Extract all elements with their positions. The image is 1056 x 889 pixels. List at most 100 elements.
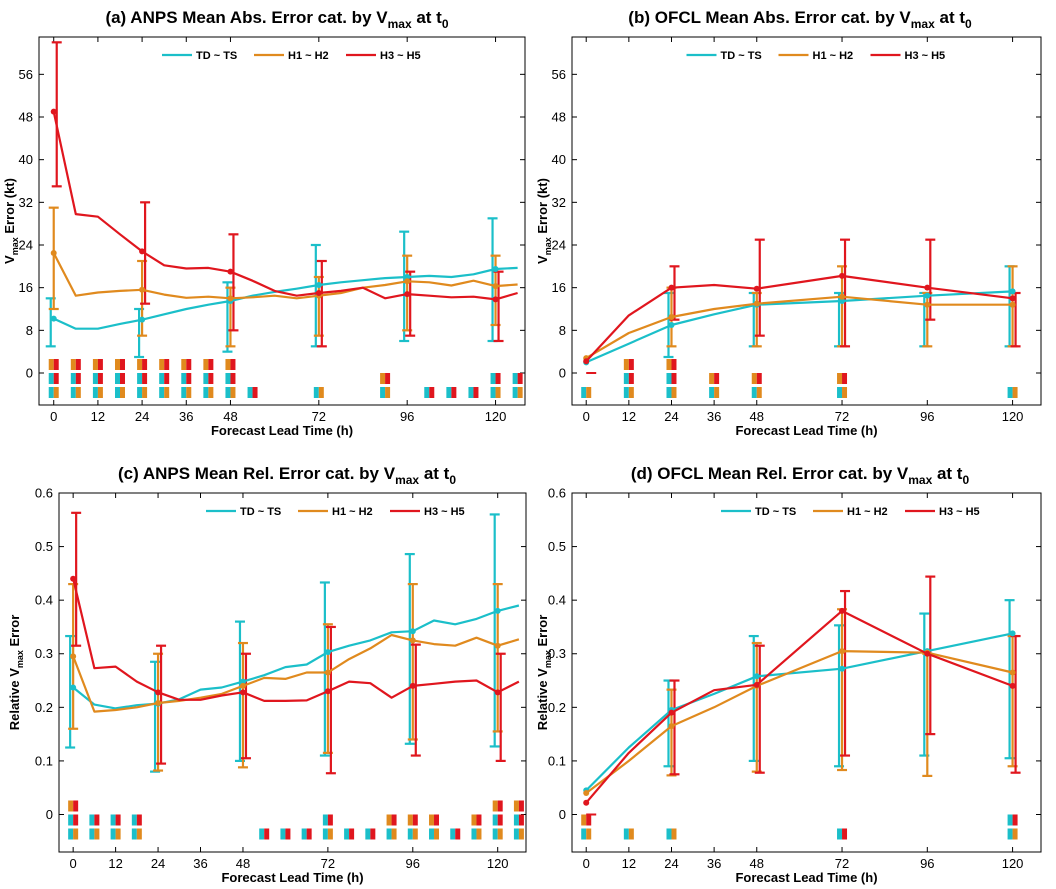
significance-square (842, 387, 848, 398)
significance-square (48, 387, 54, 398)
significance-square (671, 387, 677, 398)
x-tick-label: 36 (707, 856, 721, 871)
series-line (52, 111, 518, 301)
y-tick-label: 0 (46, 807, 53, 822)
data-point (492, 266, 499, 272)
significance-square (280, 828, 286, 840)
legend-label: H3 ~ H5 (380, 50, 421, 62)
significance-square (517, 387, 523, 398)
x-tick-label: 72 (312, 409, 326, 424)
data-point (239, 678, 246, 685)
significance-square (468, 387, 474, 398)
x-axis-label: Forecast Lead Time (h) (735, 870, 877, 885)
significance-square (53, 387, 59, 398)
significance-square (203, 359, 209, 370)
error-bar (925, 238, 936, 321)
error-bar (840, 238, 851, 348)
significance-square (186, 387, 192, 398)
significance-square (518, 814, 524, 826)
chart-panel-c: (c) ANPS Mean Rel. Error cat. by Vmax at… (7, 464, 527, 885)
legend-label: H3 ~ H5 (939, 506, 980, 518)
significance-square (581, 828, 587, 840)
significance-square (842, 828, 848, 840)
significance-square (1012, 387, 1018, 398)
data-point (239, 689, 246, 696)
data-point (668, 723, 675, 730)
y-tick-label: 0.5 (35, 539, 53, 554)
significance-square (385, 373, 391, 384)
data-point (404, 278, 411, 285)
data-point (139, 316, 146, 323)
significance-square (247, 387, 253, 398)
data-point (50, 315, 57, 322)
significance-square (623, 359, 629, 370)
y-tick-label: 0.4 (35, 593, 53, 608)
data-point (155, 700, 162, 707)
significance-square (1007, 387, 1013, 398)
significance-square (301, 828, 307, 840)
data-point (227, 295, 234, 302)
significance-square (492, 814, 498, 826)
significance-square (230, 387, 236, 398)
significance-square (68, 800, 74, 812)
significance-square (412, 828, 418, 840)
y-tick-label: 40 (552, 152, 566, 167)
significance-square (70, 387, 76, 398)
significance-square (365, 828, 371, 840)
data-point (70, 653, 77, 660)
data-point (315, 290, 322, 296)
y-tick-label: 0.1 (35, 753, 53, 768)
legend-label: H3 ~ H5 (424, 506, 465, 518)
significance-square (164, 373, 170, 384)
significance-square (68, 828, 74, 840)
y-axis-label: Relative Vmax Error (7, 615, 25, 731)
data-point (924, 650, 931, 657)
x-tick-label: 36 (707, 409, 721, 424)
y-tick-label: 0 (26, 366, 33, 381)
significance-square (586, 814, 592, 826)
significance-square (407, 828, 413, 840)
x-tick-label: 96 (920, 409, 934, 424)
x-tick-label: 24 (151, 856, 165, 871)
x-axis-label: Forecast Lead Time (h) (735, 423, 877, 438)
data-point (668, 322, 675, 328)
error-bar (51, 41, 62, 188)
significance-square (97, 387, 103, 398)
significance-square (53, 373, 59, 384)
series-line (72, 578, 520, 703)
significance-square (495, 373, 501, 384)
plot-frame (58, 492, 527, 853)
x-tick-label: 96 (920, 856, 934, 871)
significance-square (518, 800, 524, 812)
y-tick-label: 0.3 (35, 646, 53, 661)
data-point (50, 108, 57, 115)
significance-square (380, 373, 386, 384)
error-bar (316, 259, 327, 348)
significance-square (497, 800, 503, 812)
significance-square (73, 800, 79, 812)
data-point (494, 689, 501, 696)
significance-square (142, 359, 148, 370)
x-tick-label: 24 (664, 409, 678, 424)
significance-square (137, 387, 143, 398)
data-point (839, 272, 846, 279)
significance-square (230, 359, 236, 370)
significance-square (115, 828, 121, 840)
x-axis-label: Forecast Lead Time (h) (211, 423, 353, 438)
error-bar (319, 581, 330, 757)
y-tick-label: 0 (559, 807, 566, 822)
legend-label: H1 ~ H2 (288, 50, 329, 62)
significance-square (628, 373, 634, 384)
significance-square (513, 814, 519, 826)
plot-frame (571, 492, 1042, 853)
significance-square (136, 828, 142, 840)
significance-square (75, 387, 81, 398)
significance-square (497, 828, 503, 840)
data-point (583, 799, 590, 806)
significance-square (225, 359, 231, 370)
y-tick-label: 0.1 (548, 753, 566, 768)
data-point (139, 248, 146, 255)
chart-panel-b: (b) OFCL Mean Abs. Error cat. by Vmax at… (535, 8, 1042, 438)
chart-panel-a: (a) ANPS Mean Abs. Error cat. by Vmax at… (2, 8, 526, 438)
x-tick-label: 72 (835, 856, 849, 871)
